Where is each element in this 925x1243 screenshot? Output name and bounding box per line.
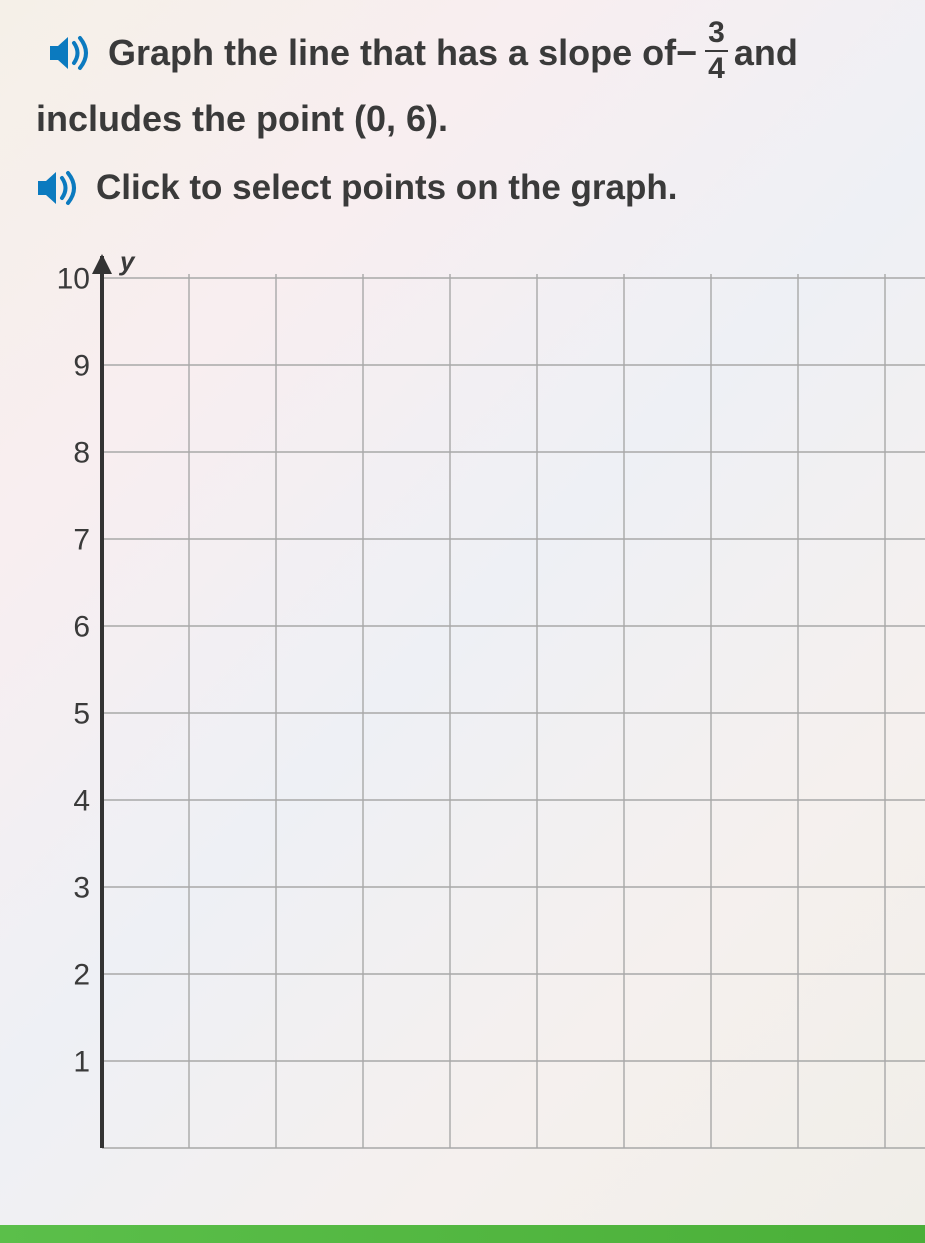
instruction-row: Click to select points on the graph.	[36, 168, 895, 208]
svg-text:7: 7	[73, 524, 90, 557]
speaker-icon[interactable]	[36, 168, 82, 208]
question-block: Graph the line that has a slope of − 3 4…	[30, 20, 895, 140]
instruction-text: Click to select points on the graph.	[96, 168, 677, 208]
svg-text:8: 8	[73, 437, 90, 470]
svg-text:2: 2	[73, 959, 90, 992]
graph-area[interactable]: y 10 9 8 7 6 5 4 3 2 1	[40, 238, 895, 1163]
svg-text:10: 10	[57, 263, 90, 296]
question-line-2: includes the point (0, 6).	[36, 98, 895, 140]
svg-text:5: 5	[73, 698, 90, 731]
question-line-1: Graph the line that has a slope of − 3 4…	[48, 20, 895, 86]
coordinate-grid[interactable]: y 10 9 8 7 6 5 4 3 2 1	[40, 238, 925, 1158]
slope-denominator: 4	[708, 52, 725, 84]
question-text-suffix: and	[734, 29, 798, 78]
svg-text:1: 1	[73, 1046, 90, 1079]
svg-text:9: 9	[73, 350, 90, 383]
bottom-bar	[0, 1225, 925, 1243]
question-text-prefix: Graph the line that has a slope of	[108, 29, 676, 78]
slope-sign: −	[676, 29, 697, 78]
slope-numerator: 3	[705, 18, 728, 52]
slope-fraction: 3 4	[705, 18, 728, 84]
svg-text:6: 6	[73, 611, 90, 644]
svg-text:3: 3	[73, 872, 90, 905]
svg-text:4: 4	[73, 785, 90, 818]
svg-text:y: y	[118, 246, 136, 276]
speaker-icon[interactable]	[48, 33, 94, 73]
